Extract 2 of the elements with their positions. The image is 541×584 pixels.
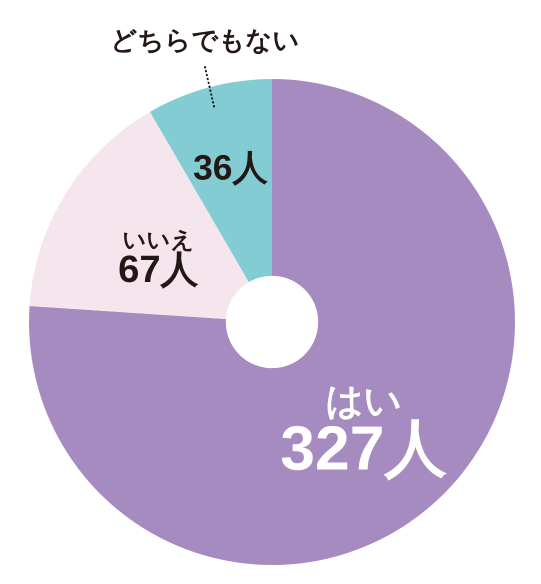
- data-label: 36人: [193, 148, 268, 188]
- slice-label: どちらでもない: [110, 24, 300, 55]
